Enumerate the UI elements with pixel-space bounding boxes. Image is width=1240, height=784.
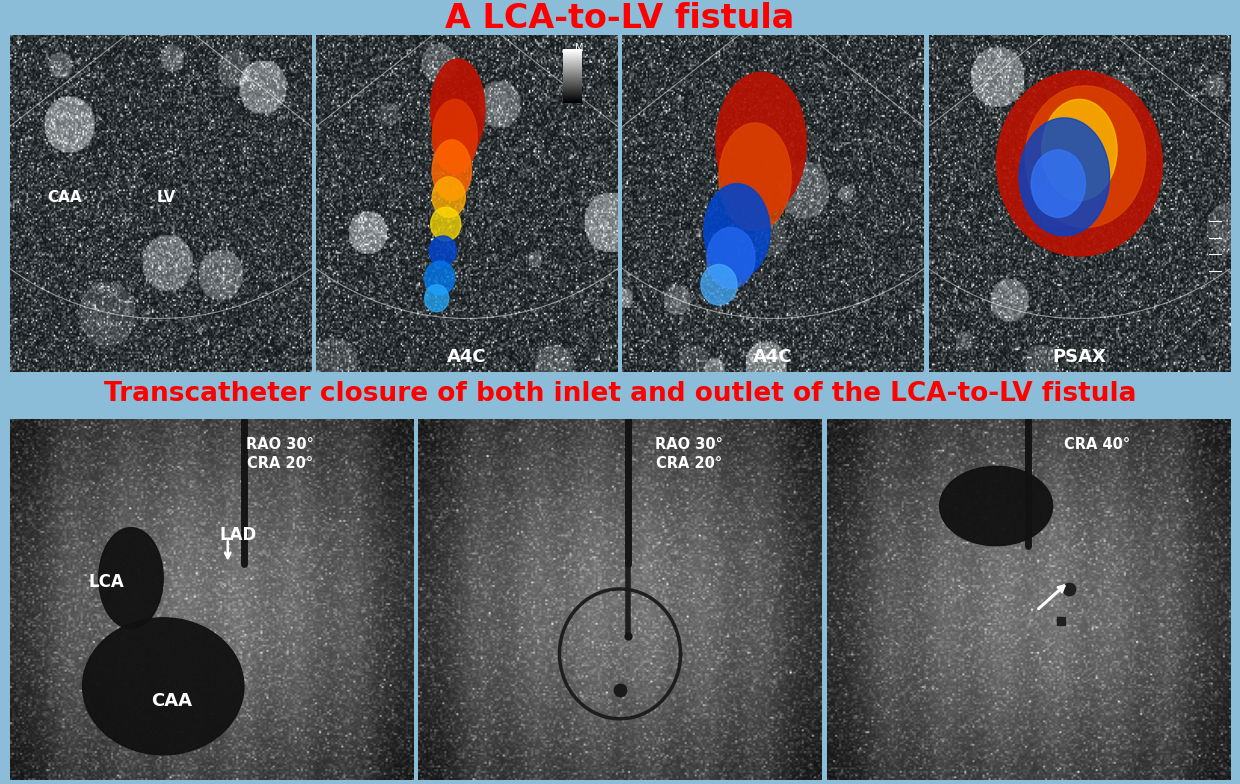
- Ellipse shape: [1025, 86, 1146, 227]
- Text: A LCA-to-LV fistula: A LCA-to-LV fistula: [445, 2, 795, 34]
- Text: RAO 30°
CRA 20°: RAO 30° CRA 20°: [247, 437, 314, 471]
- Ellipse shape: [430, 207, 461, 241]
- Text: RAO 30°
CRA 20°: RAO 30° CRA 20°: [655, 437, 723, 471]
- Ellipse shape: [940, 466, 1053, 546]
- Ellipse shape: [83, 618, 244, 755]
- Ellipse shape: [433, 100, 477, 173]
- Text: CRA 40°: CRA 40°: [1064, 437, 1130, 452]
- Ellipse shape: [99, 528, 164, 629]
- Ellipse shape: [430, 59, 485, 160]
- Text: CAA: CAA: [151, 691, 192, 710]
- Ellipse shape: [719, 123, 791, 230]
- Text: CAA: CAA: [47, 190, 82, 205]
- Text: LCA: LCA: [89, 573, 124, 590]
- Text: Transcatheter closure of both inlet and outlet of the LCA-to-LV fistula: Transcatheter closure of both inlet and …: [104, 381, 1136, 407]
- Ellipse shape: [707, 227, 755, 288]
- Ellipse shape: [1019, 118, 1110, 236]
- Ellipse shape: [424, 261, 455, 295]
- Ellipse shape: [715, 72, 806, 214]
- Ellipse shape: [424, 285, 449, 312]
- Ellipse shape: [433, 140, 471, 201]
- Text: LAD: LAD: [219, 526, 257, 544]
- Text: A4C: A4C: [448, 347, 486, 365]
- Text: PSAX: PSAX: [1053, 347, 1106, 365]
- Text: M:: M:: [575, 42, 588, 53]
- Ellipse shape: [429, 236, 456, 267]
- Ellipse shape: [1042, 100, 1117, 201]
- Ellipse shape: [433, 177, 465, 217]
- Ellipse shape: [1032, 150, 1085, 217]
- Text: A4C: A4C: [754, 347, 792, 365]
- Ellipse shape: [701, 264, 737, 305]
- Text: LV: LV: [157, 190, 176, 205]
- Ellipse shape: [997, 71, 1162, 256]
- Ellipse shape: [704, 183, 770, 278]
